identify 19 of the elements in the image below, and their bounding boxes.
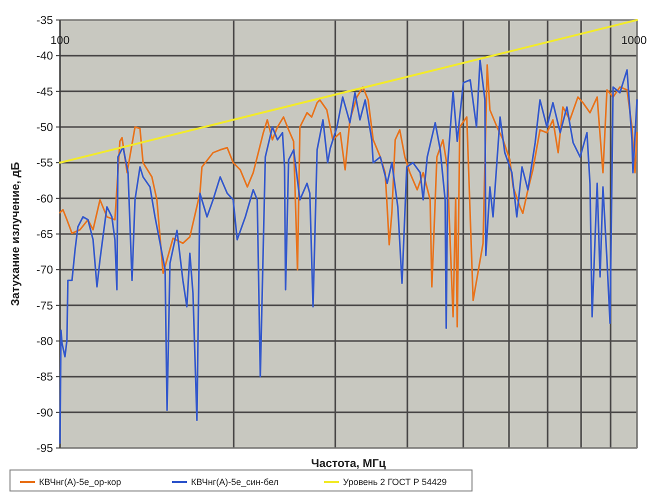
y-tick-label: -55: [36, 158, 53, 170]
x-tick-label: 1000: [621, 35, 647, 47]
y-tick-label: -80: [36, 336, 53, 348]
y-tick-label: -50: [36, 122, 53, 134]
y-tick-label: -85: [36, 372, 53, 384]
legend-label: КВЧнг(А)-5е_син-бел: [191, 477, 279, 488]
y-tick-label: -90: [36, 407, 53, 420]
x-axis-title: Частота, МГц: [311, 458, 386, 470]
y-tick-label: -95: [36, 443, 53, 456]
y-tick-label: -60: [36, 193, 53, 206]
y-tick-label: -65: [36, 229, 53, 242]
y-tick-label: -35: [36, 15, 53, 28]
legend-label: Уровень 2 ГОСТ Р 54429: [343, 477, 447, 488]
y-tick-label: -75: [36, 300, 53, 312]
y-tick-label: -45: [36, 86, 53, 98]
legend-label: КВЧнг(А)-5е_ор-кор: [39, 477, 122, 488]
y-tick-label: -70: [36, 264, 53, 277]
y-tick-label: -40: [36, 50, 53, 63]
y-axis-title: Затухание излучение, дБ: [10, 162, 22, 306]
